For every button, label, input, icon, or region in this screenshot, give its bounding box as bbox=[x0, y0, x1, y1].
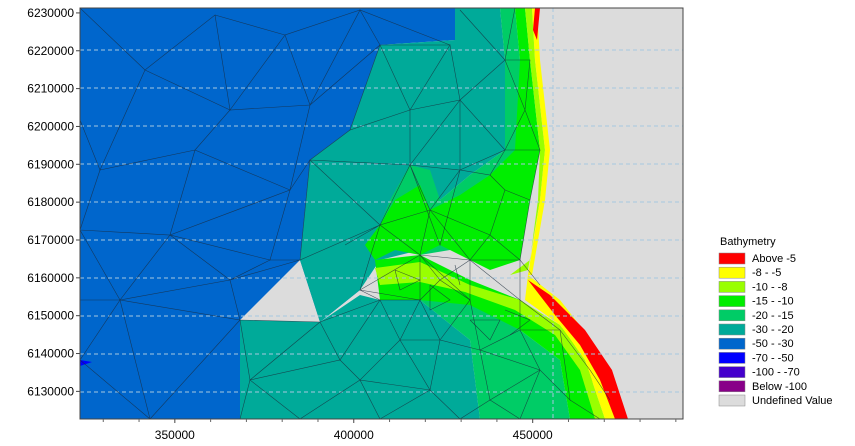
depth-zone-above-5 bbox=[533, 8, 540, 40]
y-tick-label: 6190000 bbox=[27, 157, 74, 171]
legend-swatch bbox=[718, 295, 746, 307]
deep-spot bbox=[80, 360, 92, 366]
y-tick-label: 6140000 bbox=[27, 347, 74, 361]
depth-zone-30-20 bbox=[300, 8, 505, 322]
y-tick-label: 6210000 bbox=[27, 82, 74, 96]
legend-swatch bbox=[718, 352, 746, 364]
legend-swatch bbox=[718, 366, 746, 378]
legend-swatch bbox=[718, 266, 746, 279]
legend-label: -70 - -50 bbox=[752, 352, 794, 364]
legend-label: Undefined Value bbox=[752, 395, 833, 407]
legend-swatch bbox=[718, 337, 746, 350]
legend-label: -20 - -15 bbox=[752, 310, 794, 322]
legend-label: -50 - -30 bbox=[752, 338, 794, 350]
grid-lines bbox=[80, 8, 683, 419]
map-plot-area[interactable] bbox=[79, 7, 684, 420]
y-tick-label: 6220000 bbox=[27, 44, 74, 58]
legend-label: Above -5 bbox=[752, 253, 796, 265]
y-tick-label: 6170000 bbox=[27, 233, 74, 247]
legend-swatch bbox=[718, 380, 746, 393]
legend-swatch bbox=[718, 252, 746, 265]
legend-swatch bbox=[718, 394, 746, 407]
y-tick-label: 6230000 bbox=[27, 6, 74, 20]
x-axis: 350000 400000 450000 bbox=[102, 419, 677, 442]
legend-swatch bbox=[718, 323, 746, 336]
depth-zone-15-10-band bbox=[375, 255, 600, 419]
x-tick-label: 350000 bbox=[155, 428, 195, 442]
legend-label: -15 - -10 bbox=[752, 296, 794, 308]
x-tick-label: 400000 bbox=[334, 428, 374, 442]
legend-label: -100 - -70 bbox=[752, 367, 800, 379]
y-tick-label: 6200000 bbox=[27, 119, 74, 133]
depth-zone-20-15-south bbox=[420, 300, 570, 419]
depth-zone-30-20-south bbox=[240, 295, 480, 419]
depth-zone-15-10 bbox=[365, 8, 540, 270]
legend-label: -30 - -20 bbox=[752, 324, 794, 336]
legend-label: -10 - -8 bbox=[752, 281, 787, 293]
legend-swatch bbox=[718, 309, 746, 322]
plot-frame bbox=[79, 7, 684, 420]
legend: Bathymetry Above -5 -8 - -5 -10 - -8 -15… bbox=[718, 236, 833, 407]
y-tick-label: 6160000 bbox=[27, 271, 74, 285]
depth-zone-above-5-south bbox=[528, 280, 628, 419]
depth-zone-8-5-band bbox=[525, 275, 622, 419]
legend-swatch bbox=[718, 281, 746, 293]
legend-label: Below -100 bbox=[752, 381, 807, 393]
x-tick-label: 450000 bbox=[513, 428, 553, 442]
legend-label: -8 - -5 bbox=[752, 267, 781, 279]
depth-zone-8-5 bbox=[528, 8, 550, 275]
mesh bbox=[80, 8, 611, 419]
legend-title: Bathymetry bbox=[720, 236, 776, 248]
y-tick-label: 6180000 bbox=[27, 195, 74, 209]
y-axis: 6230000 6220000 6210000 6200000 6190000 61800… bbox=[27, 6, 80, 398]
y-tick-label: 6130000 bbox=[27, 384, 74, 398]
y-tick-label: 6150000 bbox=[27, 309, 74, 323]
depth-zone-10-8 bbox=[510, 8, 545, 275]
